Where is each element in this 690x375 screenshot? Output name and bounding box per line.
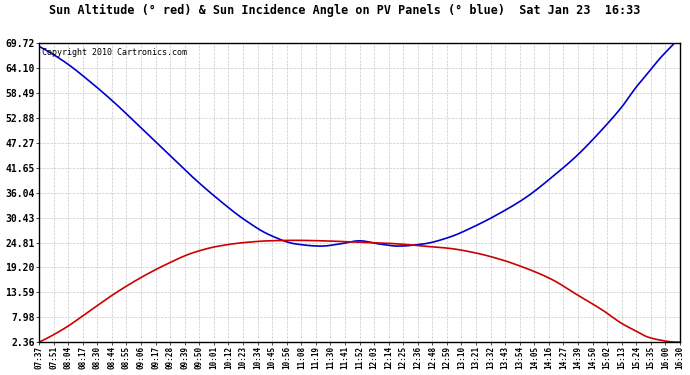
Text: Copyright 2010 Cartronics.com: Copyright 2010 Cartronics.com: [42, 48, 187, 57]
Text: Sun Altitude (° red) & Sun Incidence Angle on PV Panels (° blue)  Sat Jan 23  16: Sun Altitude (° red) & Sun Incidence Ang…: [49, 4, 641, 17]
